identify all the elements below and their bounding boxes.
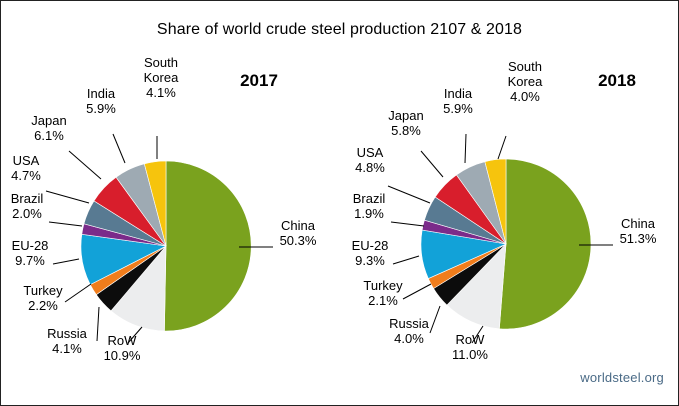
year-label-2017: 2017 — [240, 71, 278, 90]
leader-line-russia-2018 — [429, 305, 441, 334]
value-label: 50.3% — [280, 233, 317, 248]
leader-line-row-2018 — [471, 325, 484, 344]
label-japan-2017: Japan 6.1% — [31, 113, 66, 143]
leader-line-turkey-2018 — [402, 283, 432, 300]
leader-line-eu-28-2018 — [392, 255, 420, 265]
value-label: 4.0% — [394, 331, 424, 346]
leader-line-india-2018 — [464, 133, 467, 164]
value-label: 5.8% — [391, 123, 421, 138]
label-brazil-2018: Brazil 1.9% — [353, 191, 386, 221]
label-south-korea-2017: South Korea 4.1% — [144, 55, 179, 100]
leader-line-brazil-2018 — [390, 221, 425, 227]
leader-line-russia-2017 — [96, 306, 100, 342]
slice-china-2017 — [164, 160, 252, 332]
name-label: South — [144, 55, 178, 70]
value-label: 4.1% — [52, 341, 82, 356]
name-label: Turkey — [363, 278, 403, 293]
name-label: Japan — [31, 113, 66, 128]
name-label: EU-28 — [12, 238, 49, 253]
label-eu-28-2017: EU-28 9.7% — [12, 238, 49, 268]
value-label: 11.0% — [452, 347, 488, 362]
name-label: Russia — [47, 326, 88, 341]
value-label: 10.9% — [104, 348, 141, 363]
name-label: Brazil — [11, 191, 44, 206]
label-india-2018: India 5.9% — [443, 86, 473, 116]
name-label: China — [621, 216, 656, 231]
value-label: 4.7% — [11, 168, 41, 183]
label-usa-2017: USA 4.7% — [11, 153, 41, 183]
label-china-2018: China 51.3% — [620, 216, 657, 246]
label-row-2017: RoW 10.9% — [104, 333, 141, 363]
label-india-2017: India 5.9% — [86, 86, 116, 116]
label-russia-2017: Russia 4.1% — [47, 326, 88, 356]
leader-line-south-korea-2018 — [497, 135, 507, 160]
name-label: RoW — [456, 332, 486, 347]
label-south-korea-2018: South Korea 4.0% — [508, 59, 543, 104]
leader-line-japan-2017 — [68, 150, 102, 180]
source-label: worldsteel.org — [580, 370, 664, 385]
leader-line-eu-28-2017 — [52, 258, 80, 265]
label-china-2017: China 50.3% — [280, 218, 317, 248]
label-russia-2018: Russia 4.0% — [389, 316, 430, 346]
label-brazil-2017: Brazil 2.0% — [11, 191, 44, 221]
name-label: Brazil — [353, 191, 386, 206]
leader-line-india-2017 — [112, 133, 126, 164]
value-label: 51.3% — [620, 231, 657, 246]
name-label: EU-28 — [352, 238, 389, 253]
value-label: 4.1% — [146, 85, 176, 100]
name-label: Turkey — [23, 283, 63, 298]
slice-south-korea-2017 — [143, 160, 167, 247]
year-label-2018: 2018 — [598, 71, 636, 90]
name-label: USA — [357, 145, 384, 160]
name-label: USA — [13, 153, 40, 168]
leader-line-usa-2017 — [45, 190, 90, 204]
name-label: Korea — [508, 74, 543, 89]
value-label: 2.2% — [28, 298, 58, 313]
name-label: South — [508, 59, 542, 74]
leader-line-usa-2018 — [387, 185, 431, 204]
label-row-2018: RoW 11.0% — [452, 332, 488, 362]
value-label: 2.0% — [12, 206, 42, 221]
value-label: 5.9% — [443, 101, 473, 116]
value-label: 9.7% — [15, 253, 45, 268]
name-label: RoW — [108, 333, 138, 348]
name-label: Russia — [389, 316, 430, 331]
label-turkey-2017: Turkey 2.2% — [23, 283, 63, 313]
label-japan-2018: Japan 5.8% — [388, 108, 423, 138]
leader-line-brazil-2017 — [48, 221, 83, 227]
slice-china-2018 — [499, 158, 592, 330]
value-label: 9.3% — [355, 253, 385, 268]
name-label: India — [444, 86, 473, 101]
chart-title: Share of world crude steel production 21… — [156, 21, 523, 38]
name-label: Japan — [388, 108, 423, 123]
value-label: 5.9% — [86, 101, 116, 116]
label-eu-28-2018: EU-28 9.3% — [352, 238, 389, 268]
leader-line-japan-2018 — [420, 150, 444, 178]
value-label: 4.0% — [510, 89, 540, 104]
label-turkey-2018: Turkey 2.1% — [363, 278, 403, 308]
value-label: 6.1% — [34, 128, 64, 143]
leader-line-turkey-2017 — [64, 283, 92, 303]
value-label: 4.8% — [355, 160, 385, 175]
name-label: China — [281, 218, 316, 233]
value-label: 1.9% — [354, 206, 384, 221]
name-label: India — [87, 86, 116, 101]
label-usa-2018: USA 4.8% — [355, 145, 385, 175]
name-label: Korea — [144, 70, 179, 85]
value-label: 2.1% — [368, 293, 398, 308]
leader-line-row-2017 — [127, 326, 143, 344]
slice-south-korea-2018 — [484, 158, 507, 245]
